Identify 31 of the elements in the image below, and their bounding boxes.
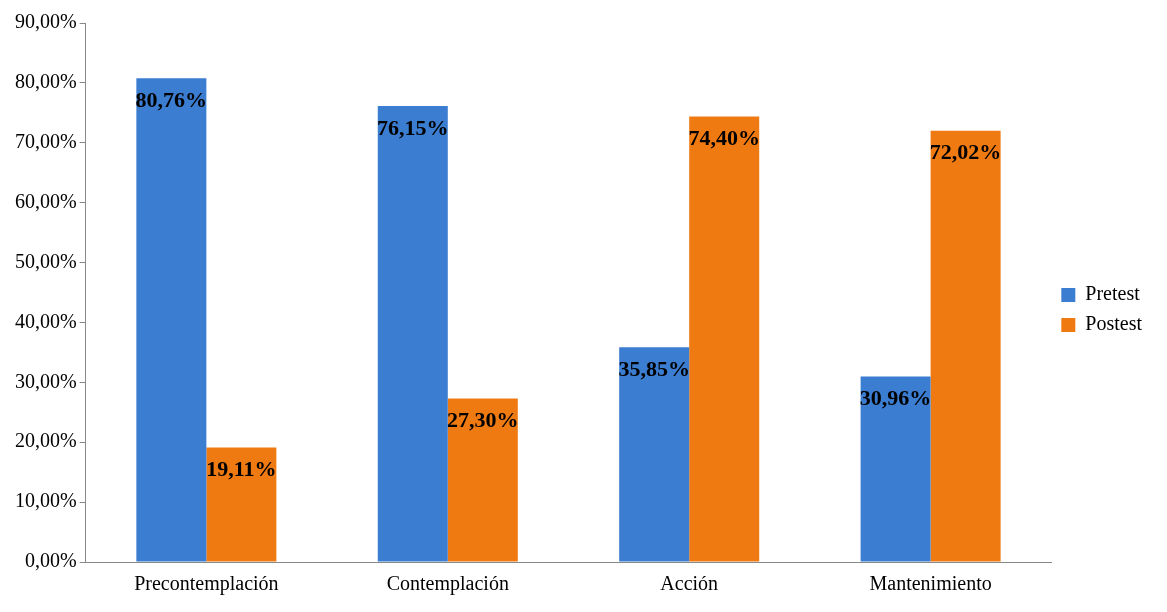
bar	[619, 347, 690, 562]
data-label: 80,76%	[135, 87, 208, 113]
x-tick-label: Acción	[660, 572, 719, 595]
y-tick-label: 40,00%	[14, 309, 77, 332]
bar	[136, 78, 207, 562]
bar	[377, 105, 448, 562]
data-label: 19,11%	[206, 456, 277, 482]
y-tick-label: 90,00%	[14, 10, 77, 33]
data-label: 74,40%	[688, 125, 760, 151]
bar	[930, 130, 1001, 562]
y-tick-label: 20,00%	[14, 429, 77, 452]
bar	[689, 116, 760, 562]
y-tick-label: 70,00%	[14, 130, 77, 153]
data-label: 27,30%	[447, 407, 519, 433]
legend-label: Pretest	[1085, 282, 1141, 305]
x-tick-label: Precontemplación	[134, 572, 279, 596]
x-tick-label: Contemplación	[386, 572, 509, 596]
y-tick-label: 50,00%	[14, 249, 77, 272]
bar	[860, 376, 931, 562]
bar	[206, 447, 277, 562]
y-tick-label: 0,00%	[24, 549, 77, 572]
data-label: 35,85%	[618, 355, 690, 381]
data-label: 76,15%	[377, 114, 449, 140]
x-tick-label: Mantenimiento	[869, 572, 992, 595]
data-label: 72,02%	[929, 139, 1002, 165]
y-tick-label: 80,00%	[14, 70, 77, 93]
y-tick-label: 60,00%	[14, 189, 77, 212]
bar	[447, 398, 518, 562]
legend-label: Postest	[1085, 312, 1143, 335]
y-tick-label: 10,00%	[14, 489, 77, 512]
y-tick-label: 30,00%	[14, 369, 77, 392]
